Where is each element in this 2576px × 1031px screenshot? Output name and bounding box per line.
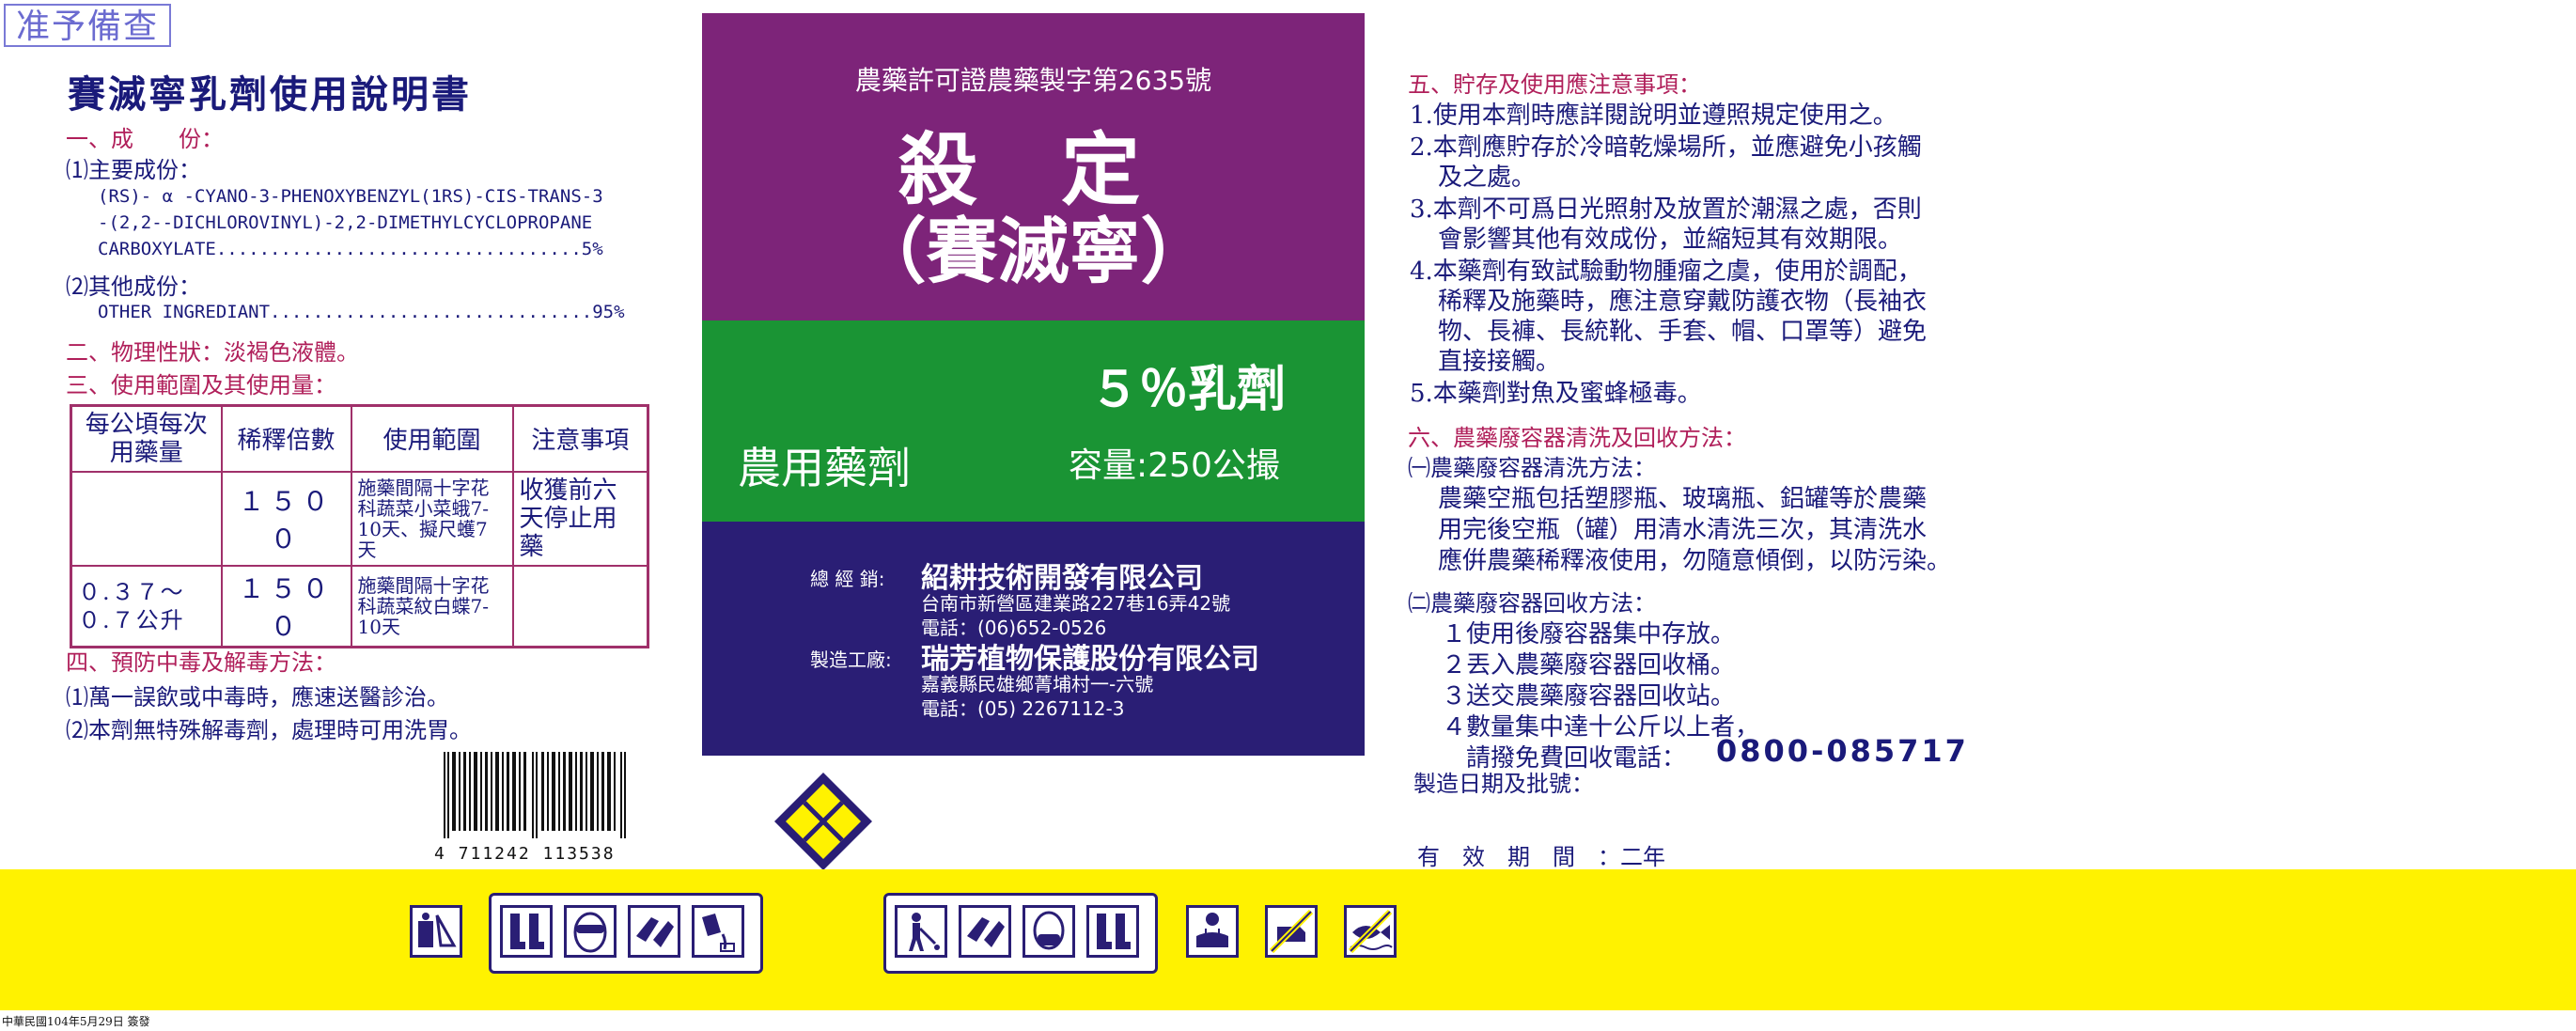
boots-icon [500, 905, 553, 958]
product-category: 農用藥劑 [738, 443, 911, 493]
table-header: 稀釋倍數 [220, 404, 352, 473]
poison-item-1: ⑴萬一誤飲或中毒時，應速送醫診治。 [66, 684, 449, 711]
recycling-step-4: ４數量集中達十公斤以上者， [1442, 713, 1760, 742]
recycling-step-3: ３送交農藥廢容器回收站。 [1442, 682, 1736, 711]
section-storage-heading: 五、貯存及使用應注意事項： [1408, 71, 1701, 98]
manufacture-date-label: 製造日期及批號： [1413, 771, 1594, 797]
barcode-icon [444, 752, 626, 838]
cleaning-method-line-3: 應倂農藥稀釋液使用，勿隨意傾倒，以防污染。 [1438, 547, 1952, 575]
storage-item-1: 1.使用本劑時應詳閱說明並遵照規定使用之。 [1410, 102, 1897, 130]
formulation-panel [702, 320, 1365, 522]
distributor-address: 台南市新營區建業路227巷16弄42號 [921, 592, 1231, 615]
recycling-hotline-label: 請撥免費回收電話： [1466, 744, 1687, 773]
barcode: 4 711242 113538 [434, 752, 641, 864]
recycling-step-2: ２丟入農藥廢容器回收桶。 [1442, 651, 1736, 680]
storage-item-5: 5.本藥劑對魚及蜜蜂極毒。 [1410, 380, 1702, 408]
mask-icon [1023, 905, 1075, 958]
recycling-hotline: 0800-085717 [1716, 733, 1969, 769]
no-livestock-icon [1265, 905, 1318, 958]
usage-table: 每公頃每次用藥量 稀釋倍數 使用範圍 注意事項 １５００ 施藥間隔十字花科蔬菜小… [70, 404, 649, 648]
gloves-icon [628, 905, 680, 958]
boots-icon [1086, 905, 1139, 958]
distributor-name: 紹耕技術開發有限公司 [921, 562, 1203, 595]
storage-item-4-cont-2: 物、長褲、長統靴、手套、帽、口罩等）避免 [1438, 318, 1928, 346]
storage-item-4-cont-3: 直接接觸。 [1438, 348, 1561, 376]
main-ingredient-label: ⑴主要成份： [66, 157, 201, 183]
section-container-heading: 六、農藥廢容器清洗及回收方法： [1408, 425, 1746, 451]
toxicity-diamond-icon [773, 771, 874, 872]
goggles-icon [564, 905, 617, 958]
no-fish-icon [1344, 905, 1397, 958]
other-ingredient-line: OTHER INGREDIANT........................… [98, 302, 625, 322]
storage-item-4: 4.本藥劑有致試驗動物腫瘤之虞，使用於調配， [1410, 258, 1922, 286]
mixing-icon [410, 905, 462, 958]
company-panel [702, 522, 1365, 756]
cleaning-method-line-2: 用完後空瓶（罐）用清水清洗三次，其清洗水 [1438, 516, 1928, 544]
washing-icon [1186, 905, 1239, 958]
manufacturer-label: 製造工廠: [810, 648, 892, 671]
product-name: 殺 定 [898, 124, 1169, 216]
permit-number: 農藥許可證農藥製字第2635號 [854, 65, 1212, 96]
approval-stamp: 准予備查 [4, 4, 171, 47]
manufacturer-address: 嘉義縣民雄鄉菁埔村一-六號 [921, 673, 1154, 695]
validity-period: 有 效 期 間 ：二年 [1417, 844, 1665, 870]
table-cell: １５００ [220, 564, 352, 648]
table-cell: ０.３７～０.７公升 [70, 564, 223, 648]
table-cell [70, 470, 223, 567]
main-ingredient-line-2: -(2,2--DICHLOROVINYL)-2,2-DIMETHYLCYCLOP… [98, 212, 593, 233]
table-cell: 收獲前六天停止用藥 [511, 470, 649, 567]
barcode-number: 4 711242 113538 [434, 844, 616, 864]
storage-item-3-cont: 會影響其他有效成份，並縮短其有效期限。 [1438, 226, 1903, 254]
section-poison-heading: 四、預防中毒及解毒方法： [66, 649, 336, 676]
table-header: 注意事項 [511, 404, 649, 473]
manufacturer-name: 瑞芳植物保護股份有限公司 [921, 643, 1259, 676]
storage-item-4-cont-1: 稀釋及施藥時，應注意穿戴防護衣物（長袖衣 [1438, 288, 1928, 316]
section-physical-heading: 二、物理性狀：淡褐色液體。 [66, 339, 359, 366]
main-ingredient-line-3: CARBOXYLATE.............................… [98, 239, 603, 259]
section-ingredients-heading: 一、成 份： [66, 126, 224, 152]
product-name-panel [702, 13, 1365, 320]
table-header: 每公頃每次用藥量 [70, 404, 223, 473]
table-cell: 施藥間隔十字花科蔬菜小菜蛾7-10天、擬尺蠖7天 [350, 470, 514, 567]
issue-date: 中華民國104年5月29日 簽發 [2, 1015, 150, 1028]
product-generic-name: （賽滅寧） [854, 210, 1212, 293]
storage-item-3: 3.本劑不可爲日光照射及放置於潮濕之處，否則 [1410, 195, 1922, 224]
recycling-method-label: ㈡農藥廢容器回收方法： [1408, 590, 1656, 617]
recycling-step-1: １使用後廢容器集中存放。 [1442, 620, 1736, 648]
cleaning-method-label: ㈠農藥廢容器清洗方法： [1408, 455, 1656, 481]
storage-item-2: 2.本劑應貯存於冷暗乾燥場所，並應避免小孩觸 [1410, 133, 1922, 162]
distributor-label: 總 經 銷: [810, 568, 885, 590]
table-cell: 施藥間隔十字花科蔬菜紋白蝶7-10天 [350, 564, 514, 648]
manufacturer-phone: 電話：(05) 2267112-3 [921, 697, 1125, 720]
spraying-icon [895, 905, 947, 958]
volume: 容量:250公撮 [1069, 446, 1280, 485]
distributor-phone: 電話：(06)652-0526 [921, 617, 1107, 639]
formulation: ５％乳劑 [1090, 362, 1287, 418]
main-ingredient-line-1: (RS)- α -CYANO-3-PHENOXYBENZYL(1RS)-CIS-… [98, 186, 603, 207]
table-cell: １５００ [220, 470, 352, 567]
document-title: 賽滅寧乳劑使用說明書 [68, 72, 472, 117]
section-usage-heading: 三、使用範圍及其使用量： [66, 372, 336, 398]
storage-item-2-cont: 及之處。 [1438, 164, 1537, 192]
table-header: 使用範圍 [350, 404, 514, 473]
table-cell [511, 564, 649, 648]
gloves-icon [959, 905, 1011, 958]
poison-item-2: ⑵本劑無特殊解毒劑，處理時可用洗胃。 [66, 717, 472, 743]
pouring-icon [692, 905, 744, 958]
other-ingredient-label: ⑵其他成份： [66, 273, 201, 300]
cleaning-method-line-1: 農藥空瓶包括塑膠瓶、玻璃瓶、鋁罐等於農藥 [1438, 485, 1928, 513]
